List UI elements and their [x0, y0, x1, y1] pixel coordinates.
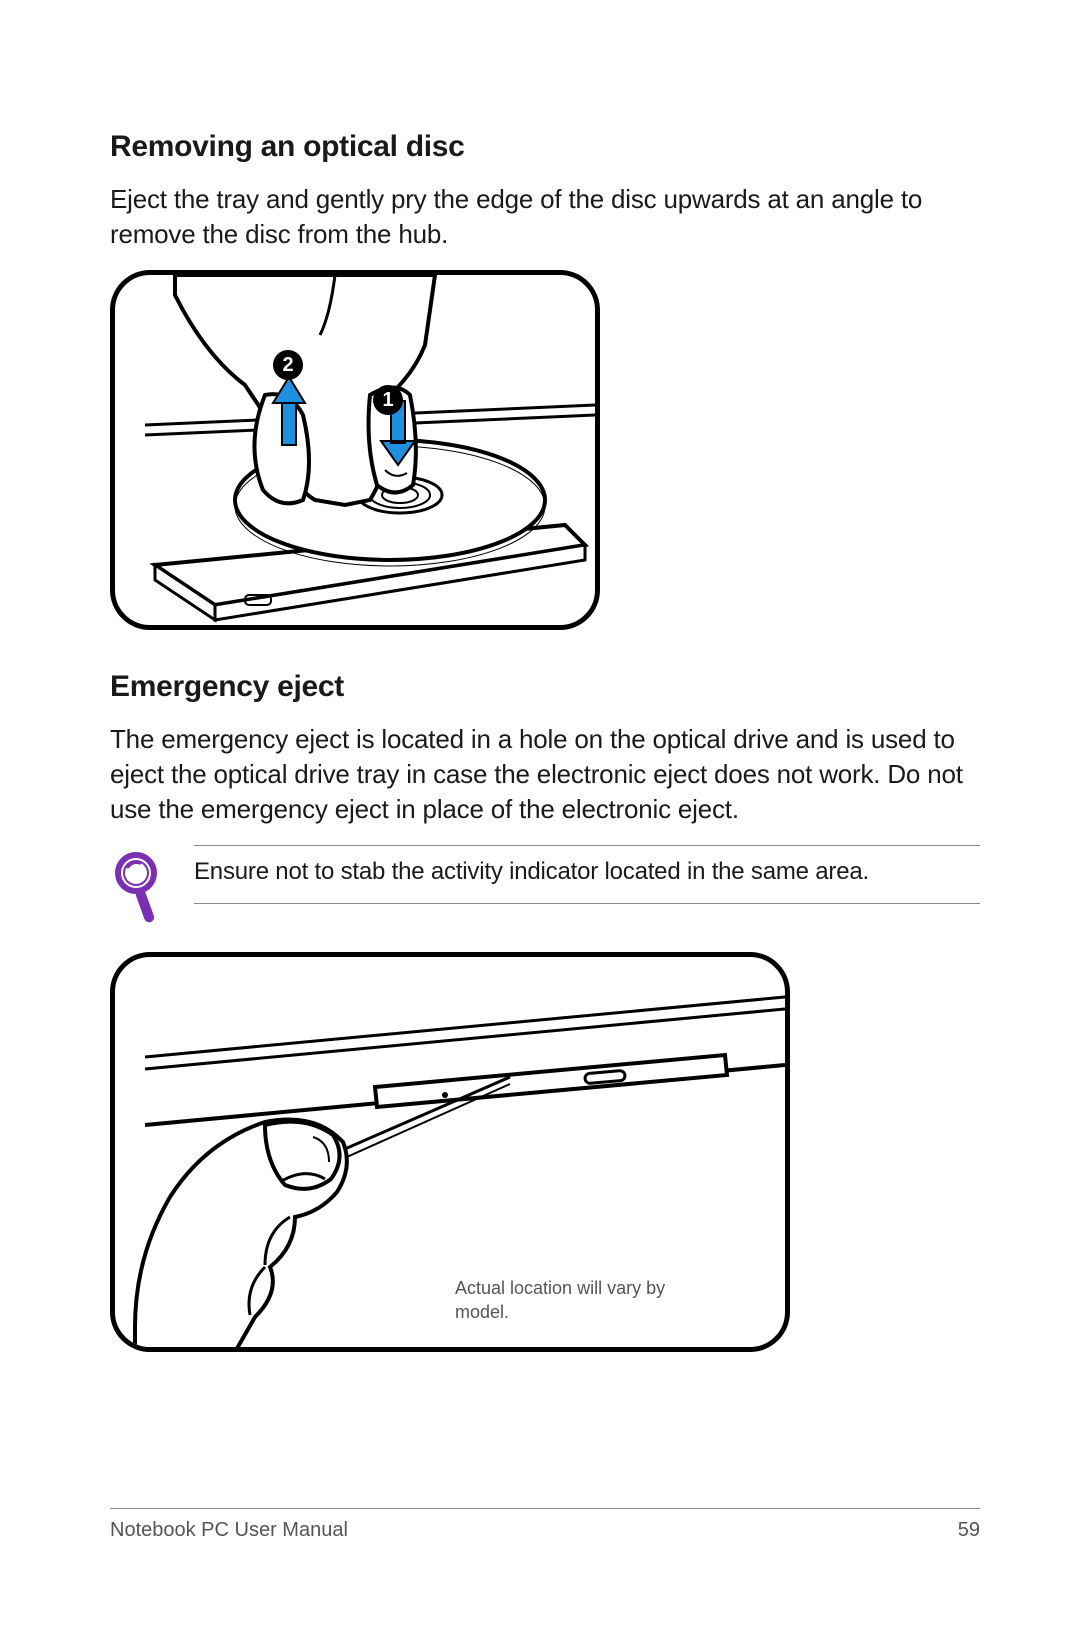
note-row: Ensure not to stab the activity indicato…	[110, 845, 980, 934]
paragraph-emergency-eject: The emergency eject is located in a hole…	[110, 722, 980, 827]
figure-caption: Actual location will vary by model.	[455, 1277, 675, 1324]
callout-two: 2	[273, 350, 303, 380]
illustration-disc-removal	[115, 275, 600, 630]
footer-page-number: 59	[958, 1519, 980, 1542]
heading-emergency-eject: Emergency eject	[110, 670, 980, 704]
page-footer: Notebook PC User Manual 59	[110, 1508, 980, 1542]
note-text-container: Ensure not to stab the activity indicato…	[194, 845, 980, 903]
figure-emergency-eject: Actual location will vary by model.	[110, 952, 790, 1352]
callout-one: 1	[373, 385, 403, 415]
figure-removing-disc: 1 2	[110, 270, 600, 630]
magnifier-icon	[110, 849, 172, 934]
page-content: Removing an optical disc Eject the tray …	[110, 130, 980, 1352]
illustration-emergency-eject	[115, 957, 790, 1352]
paragraph-removing-disc: Eject the tray and gently pry the edge o…	[110, 182, 980, 252]
note-text: Ensure not to stab the activity indicato…	[194, 856, 980, 888]
heading-removing-disc: Removing an optical disc	[110, 130, 980, 164]
footer-manual-title: Notebook PC User Manual	[110, 1519, 348, 1542]
